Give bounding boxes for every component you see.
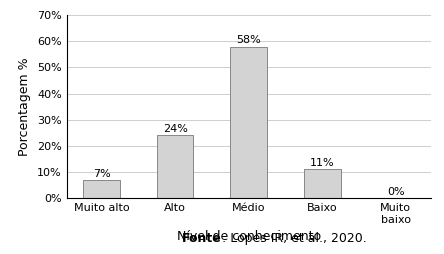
Bar <box>230 46 267 198</box>
X-axis label: Nível de conhecimento: Nível de conhecimento <box>177 230 321 243</box>
Text: 7%: 7% <box>93 168 111 179</box>
Text: 0%: 0% <box>387 187 404 197</box>
Y-axis label: Porcentagem %: Porcentagem % <box>19 57 32 156</box>
Text: : Lopes IR, et al., 2020.: : Lopes IR, et al., 2020. <box>222 232 367 245</box>
Bar <box>157 135 194 198</box>
Text: 58%: 58% <box>236 35 261 45</box>
Bar <box>83 180 120 198</box>
Text: 24%: 24% <box>163 124 187 134</box>
Text: Fonte: Fonte <box>182 232 222 245</box>
Bar <box>304 169 341 198</box>
Text: 11%: 11% <box>310 158 334 168</box>
